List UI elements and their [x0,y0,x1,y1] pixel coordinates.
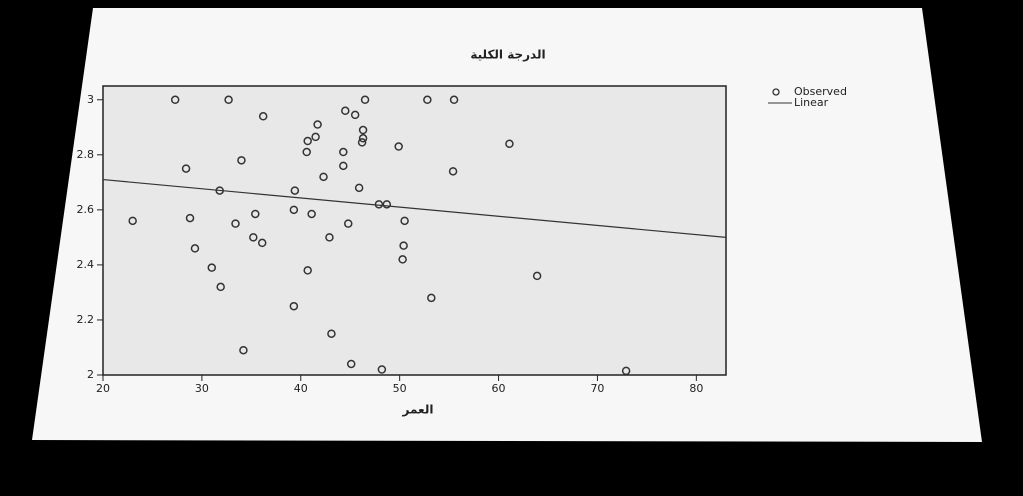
data-point [231,219,240,228]
x-tick-label: 20 [96,382,110,395]
data-point [400,216,409,226]
x-tick-label: 50 [393,382,407,395]
data-point [190,244,200,253]
data-point [307,209,316,219]
plot-area [102,85,727,376]
x-tick-label: 70 [590,382,604,395]
data-point [621,366,631,376]
data-point [257,238,267,248]
data-point [339,147,348,157]
data-point [341,106,350,116]
data-point [358,134,368,143]
data-point [303,136,312,146]
data-point [302,147,311,157]
x-tick-label: 80 [689,382,703,395]
data-point [170,95,180,105]
data-point [289,301,299,311]
y-tick-label: 3 [87,93,94,106]
data-point [394,142,403,151]
data-point [399,241,408,250]
data-point [427,293,436,303]
data-point [532,271,542,281]
data-point [343,219,353,228]
data-point [360,95,370,105]
data-point [185,213,195,223]
data-point [377,365,387,374]
data-point [357,138,367,147]
data-point [382,200,392,209]
data-point [449,95,459,105]
data-point [128,216,137,226]
data-point [398,255,407,264]
data-point [251,209,260,219]
data-point [346,359,356,369]
fit-line [102,178,727,238]
data-point [303,266,312,275]
y-tick-label: 2.2 [77,313,95,326]
x-tick-label: 40 [294,382,308,395]
x-tick-label: 30 [195,382,209,395]
data-point [350,110,360,120]
data-point [313,120,322,129]
data-point [289,205,299,215]
legend-label: Linear [794,96,829,109]
data-point [339,161,348,171]
data-point [423,95,432,105]
data-point [448,167,458,176]
data-point [354,183,364,193]
data-point [237,156,246,165]
data-point [249,233,258,242]
data-point [239,345,248,355]
y-tick-label: 2.4 [77,258,95,271]
x-tick-label: 60 [492,382,506,395]
data-point [319,172,328,182]
data-point [207,263,217,272]
y-tick-label: 2.6 [77,203,95,216]
data-point [311,132,320,142]
y-tick-label: 2 [87,368,94,381]
data-point [327,329,336,338]
y-tick-label: 2.8 [77,148,95,161]
data-point [325,233,334,242]
data-point [224,95,233,105]
legend-label: Observed [794,85,847,98]
data-point [358,125,368,135]
data-point [258,112,268,121]
data-point [181,164,191,173]
data-point [505,139,514,149]
legend-marker [772,88,780,96]
data-point [290,186,300,195]
data-point [216,282,225,292]
chart-title: الدرجة الكلية [470,48,545,62]
x-axis-label: العمر [402,403,434,417]
